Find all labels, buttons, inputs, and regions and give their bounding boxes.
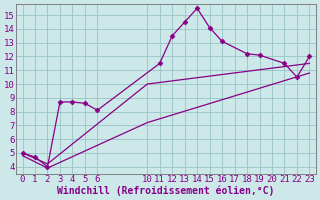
X-axis label: Windchill (Refroidissement éolien,°C): Windchill (Refroidissement éolien,°C) xyxy=(57,185,275,196)
